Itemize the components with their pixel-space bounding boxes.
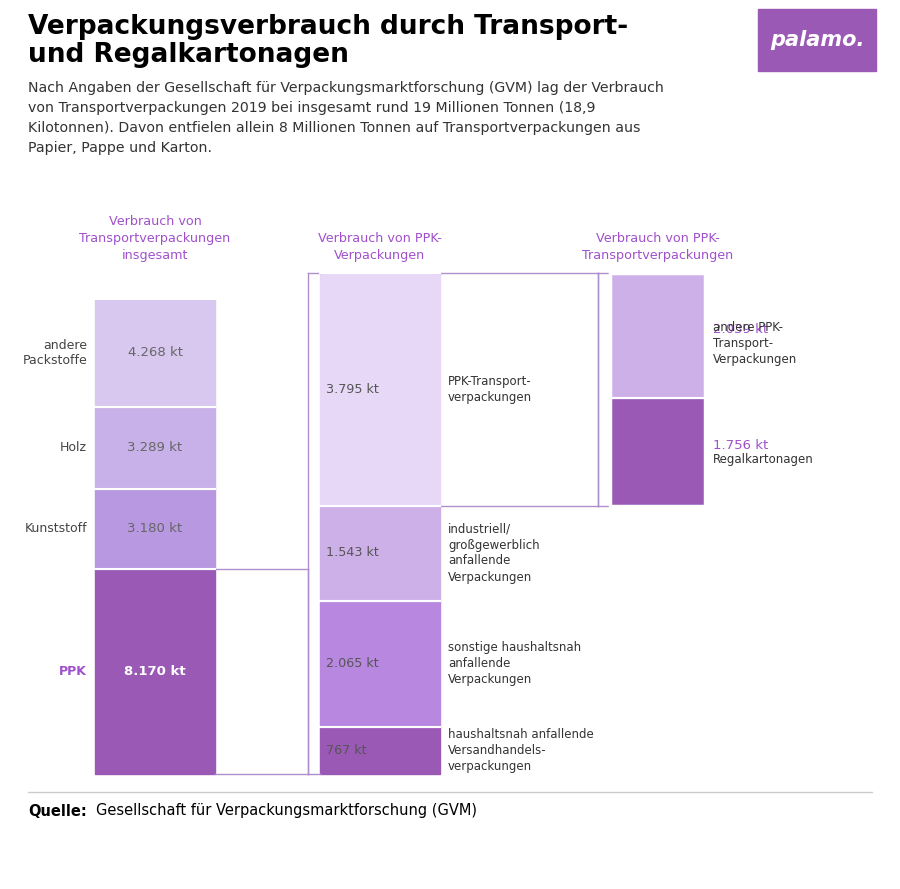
Text: Regalkartonagen: Regalkartonagen <box>713 453 814 466</box>
Bar <box>320 273 440 506</box>
Bar <box>320 506 440 600</box>
Text: Holz: Holz <box>60 441 87 454</box>
Text: Verpackungsverbrauch durch Transport-: Verpackungsverbrauch durch Transport- <box>28 14 628 40</box>
Text: Gesellschaft für Verpackungsmarktforschung (GVM): Gesellschaft für Verpackungsmarktforschu… <box>96 804 477 819</box>
Bar <box>95 489 215 569</box>
Text: Verbrauch von
Transportverpackungen
insgesamt: Verbrauch von Transportverpackungen insg… <box>79 215 230 262</box>
Bar <box>95 299 215 406</box>
Text: haushaltsnah anfallende
Versandhandels-
verpackungen: haushaltsnah anfallende Versandhandels- … <box>448 728 594 773</box>
Text: 2.039 kt: 2.039 kt <box>713 323 768 336</box>
Text: und Regalkartonagen: und Regalkartonagen <box>28 42 349 68</box>
Text: PPK: PPK <box>59 665 87 678</box>
Bar <box>758 9 876 71</box>
Text: 3.289 kt: 3.289 kt <box>128 441 183 454</box>
Bar <box>610 398 705 506</box>
Text: 4.268 kt: 4.268 kt <box>128 346 183 359</box>
Text: 3.795 kt: 3.795 kt <box>326 383 379 396</box>
Bar <box>610 273 705 506</box>
Bar <box>320 600 440 727</box>
Text: andere PPK-
Transport-
Verpackungen: andere PPK- Transport- Verpackungen <box>713 321 797 366</box>
Text: 8.170 kt: 8.170 kt <box>124 665 185 678</box>
Text: industriell/
großgewerblich
anfallende
Verpackungen: industriell/ großgewerblich anfallende V… <box>448 523 540 583</box>
Text: andere
Packstoffe: andere Packstoffe <box>22 339 87 367</box>
Text: Nach Angaben der Gesellschaft für Verpackungsmarktforschung (GVM) lag der Verbra: Nach Angaben der Gesellschaft für Verpac… <box>28 81 664 156</box>
Text: sonstige haushaltsnah
anfallende
Verpackungen: sonstige haushaltsnah anfallende Verpack… <box>448 641 581 686</box>
Bar <box>320 727 440 774</box>
Bar <box>95 406 215 489</box>
Text: Quelle:: Quelle: <box>28 804 86 819</box>
Text: palamo.: palamo. <box>770 30 864 50</box>
Text: 1.543 kt: 1.543 kt <box>326 547 379 559</box>
Text: 1.756 kt: 1.756 kt <box>713 439 769 453</box>
Text: Verbrauch von PPK-
Verpackungen: Verbrauch von PPK- Verpackungen <box>318 232 442 262</box>
Text: 2.065 kt: 2.065 kt <box>326 657 379 670</box>
Text: Verbrauch von PPK-
Transportverpackungen: Verbrauch von PPK- Transportverpackungen <box>582 232 734 262</box>
Text: 767 kt: 767 kt <box>326 744 366 757</box>
Bar <box>95 569 215 774</box>
Text: 3.180 kt: 3.180 kt <box>128 523 183 535</box>
Bar <box>610 273 705 398</box>
Text: PPK-Transport-
verpackungen: PPK-Transport- verpackungen <box>448 375 532 404</box>
Text: Kunststoff: Kunststoff <box>24 523 87 535</box>
